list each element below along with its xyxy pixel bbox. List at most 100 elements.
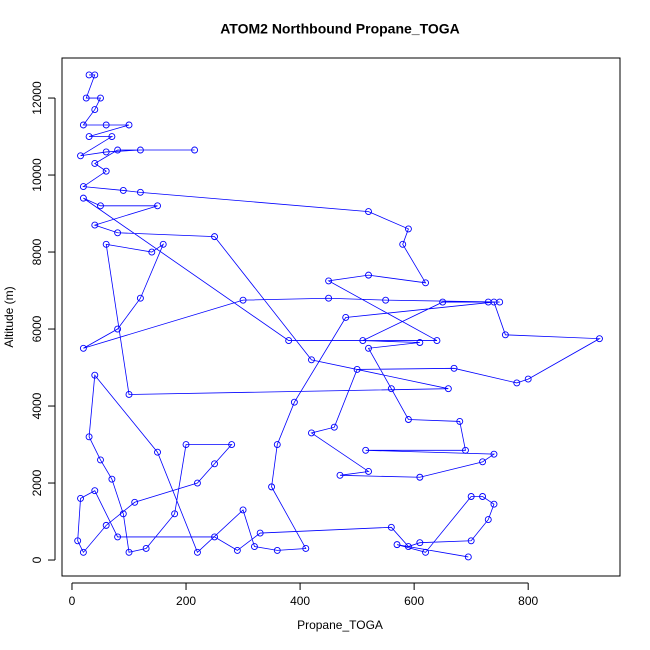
point — [285, 337, 293, 345]
point — [136, 188, 144, 196]
point — [467, 493, 475, 500]
point — [273, 546, 281, 554]
point — [193, 548, 201, 556]
point — [125, 391, 133, 398]
point — [136, 146, 144, 154]
point — [359, 337, 367, 345]
point — [462, 446, 469, 454]
point — [131, 498, 139, 506]
point — [268, 483, 276, 491]
point — [479, 493, 487, 500]
point — [228, 441, 236, 448]
x-axis-label: Propane_TOGA — [297, 618, 383, 632]
point — [325, 294, 333, 302]
point — [91, 221, 99, 229]
point — [404, 543, 412, 550]
point — [362, 446, 370, 454]
point — [365, 271, 372, 279]
y-axis-label: Altitude (m) — [2, 286, 16, 347]
point — [102, 240, 110, 248]
point — [239, 506, 247, 514]
point — [182, 441, 190, 448]
point — [290, 398, 298, 406]
point — [102, 167, 110, 175]
point — [102, 121, 110, 129]
point — [464, 553, 472, 561]
point — [433, 337, 441, 345]
point — [102, 148, 110, 156]
point — [387, 523, 395, 531]
point — [251, 543, 258, 550]
point — [422, 548, 429, 556]
point — [256, 529, 264, 537]
point — [484, 516, 492, 524]
point — [154, 448, 161, 456]
point — [450, 364, 458, 372]
chart-title: ATOM2 Northbound Propane_TOGA — [220, 21, 460, 37]
point — [501, 331, 509, 339]
point — [524, 375, 532, 383]
point — [308, 356, 315, 364]
point — [404, 225, 412, 233]
x-tick-label: 400 — [290, 594, 310, 608]
point — [114, 533, 122, 541]
point — [136, 294, 144, 302]
point — [467, 537, 475, 545]
point — [479, 458, 487, 466]
point — [77, 494, 84, 502]
point — [365, 468, 372, 475]
point — [85, 133, 93, 140]
point — [125, 121, 133, 129]
x-tick-label: 600 — [404, 594, 424, 608]
point — [490, 500, 498, 508]
point — [119, 186, 127, 194]
point — [91, 160, 99, 167]
point — [159, 240, 167, 248]
point — [342, 314, 350, 321]
point — [79, 194, 87, 202]
y-tick-label: 4000 — [30, 392, 44, 419]
point — [513, 379, 521, 387]
point — [456, 417, 464, 425]
point — [596, 335, 603, 343]
point — [439, 298, 447, 306]
point — [353, 366, 361, 373]
y-tick-label: 10000 — [30, 158, 44, 192]
point — [211, 460, 218, 468]
point — [490, 450, 498, 458]
x-tick-label: 800 — [518, 594, 538, 608]
point — [211, 233, 218, 241]
y-tick-label: 12000 — [30, 81, 44, 115]
point — [399, 240, 407, 248]
x-tick-label: 200 — [176, 594, 196, 608]
point — [273, 441, 281, 448]
point — [193, 479, 201, 487]
point — [91, 371, 99, 379]
point — [108, 475, 116, 483]
point — [82, 94, 90, 102]
point — [79, 548, 87, 556]
point — [91, 71, 99, 79]
point — [91, 106, 99, 114]
point — [74, 537, 82, 545]
point — [382, 296, 390, 304]
y-tick-label: 0 — [30, 556, 44, 563]
point — [97, 202, 104, 210]
point — [239, 296, 247, 304]
point — [422, 279, 429, 287]
point — [102, 521, 110, 529]
point — [393, 541, 401, 549]
point — [211, 533, 218, 541]
point — [77, 152, 84, 160]
plot-box — [61, 57, 621, 577]
point — [387, 385, 395, 393]
point — [119, 510, 127, 518]
series-line — [77, 74, 601, 558]
y-tick-label: 6000 — [30, 315, 44, 342]
point — [416, 539, 424, 547]
point — [85, 433, 93, 441]
point — [114, 325, 122, 333]
point — [191, 146, 199, 154]
point — [148, 248, 156, 256]
